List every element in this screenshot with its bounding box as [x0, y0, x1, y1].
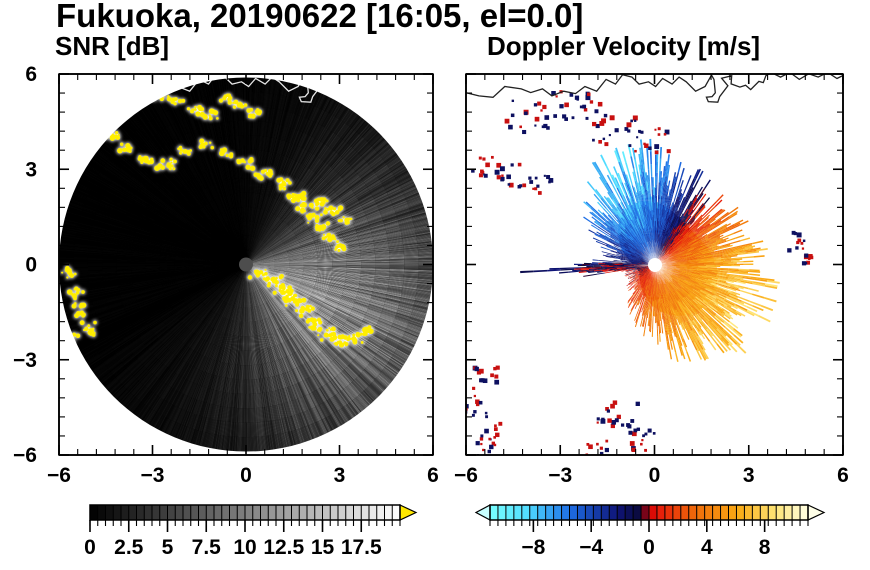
svg-text:−3: −3 — [13, 349, 37, 372]
svg-text:−6: −6 — [47, 464, 71, 487]
svg-text:6: 6 — [427, 464, 439, 487]
svg-text:2.5: 2.5 — [114, 536, 144, 559]
svg-text:3: 3 — [743, 464, 755, 487]
svg-text:5: 5 — [162, 536, 174, 559]
svg-text:12.5: 12.5 — [263, 536, 304, 559]
svg-text:0: 0 — [643, 536, 655, 559]
svg-text:17.5: 17.5 — [341, 536, 382, 559]
svg-text:6: 6 — [837, 464, 849, 487]
svg-text:3: 3 — [334, 464, 346, 487]
svg-text:−6: −6 — [13, 444, 37, 467]
svg-text:−8: −8 — [521, 536, 545, 559]
svg-text:10: 10 — [233, 536, 256, 559]
svg-text:3: 3 — [25, 158, 37, 181]
svg-text:−6: −6 — [454, 464, 478, 487]
svg-text:8: 8 — [759, 536, 771, 559]
svg-text:0: 0 — [649, 464, 661, 487]
svg-text:−3: −3 — [548, 464, 572, 487]
svg-text:0: 0 — [240, 464, 252, 487]
svg-text:6: 6 — [25, 63, 37, 86]
svg-text:0: 0 — [84, 536, 96, 559]
svg-text:4: 4 — [701, 536, 713, 559]
svg-text:15: 15 — [311, 536, 335, 559]
svg-text:−3: −3 — [141, 464, 165, 487]
svg-text:7.5: 7.5 — [192, 536, 222, 559]
svg-text:0: 0 — [25, 254, 37, 277]
svg-text:−4: −4 — [579, 536, 603, 559]
